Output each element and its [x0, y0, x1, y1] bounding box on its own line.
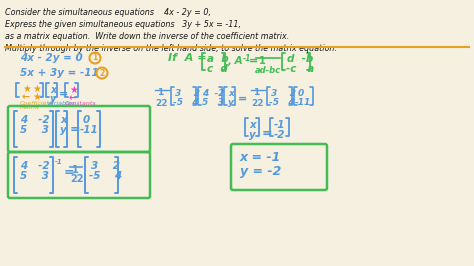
Text: 0: 0 [298, 89, 304, 98]
Text: 1: 1 [259, 56, 266, 66]
Text: y: y [228, 98, 234, 107]
Text: 4   -2: 4 -2 [20, 161, 50, 171]
Text: =: = [238, 94, 247, 104]
Text: 5    3: 5 3 [20, 125, 49, 135]
Text: Express the given simultaneous equations   3y + 5x = -11,: Express the given simultaneous equations… [5, 20, 241, 29]
Text: -1: -1 [55, 159, 63, 165]
Text: x: x [50, 85, 56, 95]
Text: -5    4: -5 4 [89, 171, 122, 181]
Text: 2: 2 [100, 69, 105, 77]
Text: Multiply through by the inverse on the left hand side, to solve the matrix equat: Multiply through by the inverse on the l… [5, 44, 337, 53]
Text: If  A =: If A = [168, 53, 207, 63]
Text: Constants: Constants [65, 101, 97, 106]
Text: =: = [59, 89, 68, 99]
Text: -1: -1 [274, 120, 285, 130]
Text: c  d: c d [207, 64, 228, 74]
Text: x: x [60, 115, 67, 125]
Text: -11: -11 [80, 125, 99, 135]
Text: =: = [64, 166, 74, 179]
Text: ★: ★ [69, 85, 78, 95]
Text: 0: 0 [83, 115, 90, 125]
Text: 22: 22 [251, 99, 264, 108]
Text: 4x - 2y = 0: 4x - 2y = 0 [20, 53, 83, 63]
Text: 1: 1 [157, 88, 163, 97]
Text: 3    2: 3 2 [91, 161, 120, 171]
Text: -11: -11 [295, 98, 311, 107]
Text: 1: 1 [72, 165, 79, 175]
Text: ★: ★ [32, 84, 41, 94]
Text: x = -1: x = -1 [240, 151, 282, 164]
Text: ←: ← [69, 93, 77, 103]
Text: Coefficient: Coefficient [20, 101, 54, 106]
Text: Variables: Variables [47, 101, 76, 106]
Text: -2: -2 [274, 130, 285, 140]
Text: 5x + 3y = -11: 5x + 3y = -11 [20, 68, 99, 78]
Text: x: x [228, 89, 234, 98]
Text: =: = [249, 56, 258, 66]
Text: ad-bc: ad-bc [255, 66, 281, 75]
Text: Consider the simultaneous equations    4x - 2y = 0,: Consider the simultaneous equations 4x -… [5, 8, 211, 17]
Text: =: = [70, 123, 81, 136]
Text: a  b: a b [207, 54, 228, 64]
Text: y: y [50, 94, 56, 104]
Text: =: = [262, 127, 273, 140]
Text: Matrix: Matrix [20, 105, 40, 110]
Text: 22: 22 [70, 174, 83, 184]
Text: 1: 1 [92, 53, 98, 63]
Text: 1: 1 [253, 88, 259, 97]
Text: -1: -1 [243, 54, 251, 63]
Text: -5   4: -5 4 [269, 98, 295, 107]
Text: 3    2: 3 2 [271, 89, 296, 98]
Text: -5   4: -5 4 [173, 98, 199, 107]
Text: y: y [60, 125, 67, 135]
Text: 4   -2: 4 -2 [20, 115, 50, 125]
Text: ★: ★ [22, 84, 31, 94]
Text: 4  -2: 4 -2 [202, 89, 225, 98]
Text: 5   3: 5 3 [202, 98, 224, 107]
Text: as a matrix equation.  Write down the inverse of the coefficient matrix.: as a matrix equation. Write down the inv… [5, 32, 289, 41]
Text: d  -b: d -b [287, 54, 313, 64]
Text: x: x [249, 120, 256, 130]
Text: y: y [249, 130, 256, 140]
Text: , A: , A [227, 56, 243, 66]
Text: 5    3: 5 3 [20, 171, 49, 181]
Text: 22: 22 [155, 99, 167, 108]
Text: ←: ← [22, 92, 30, 102]
Text: -c   a: -c a [286, 64, 314, 74]
Text: ★: ★ [32, 92, 41, 102]
Text: y = -2: y = -2 [240, 165, 282, 178]
Text: 3    2: 3 2 [175, 89, 200, 98]
